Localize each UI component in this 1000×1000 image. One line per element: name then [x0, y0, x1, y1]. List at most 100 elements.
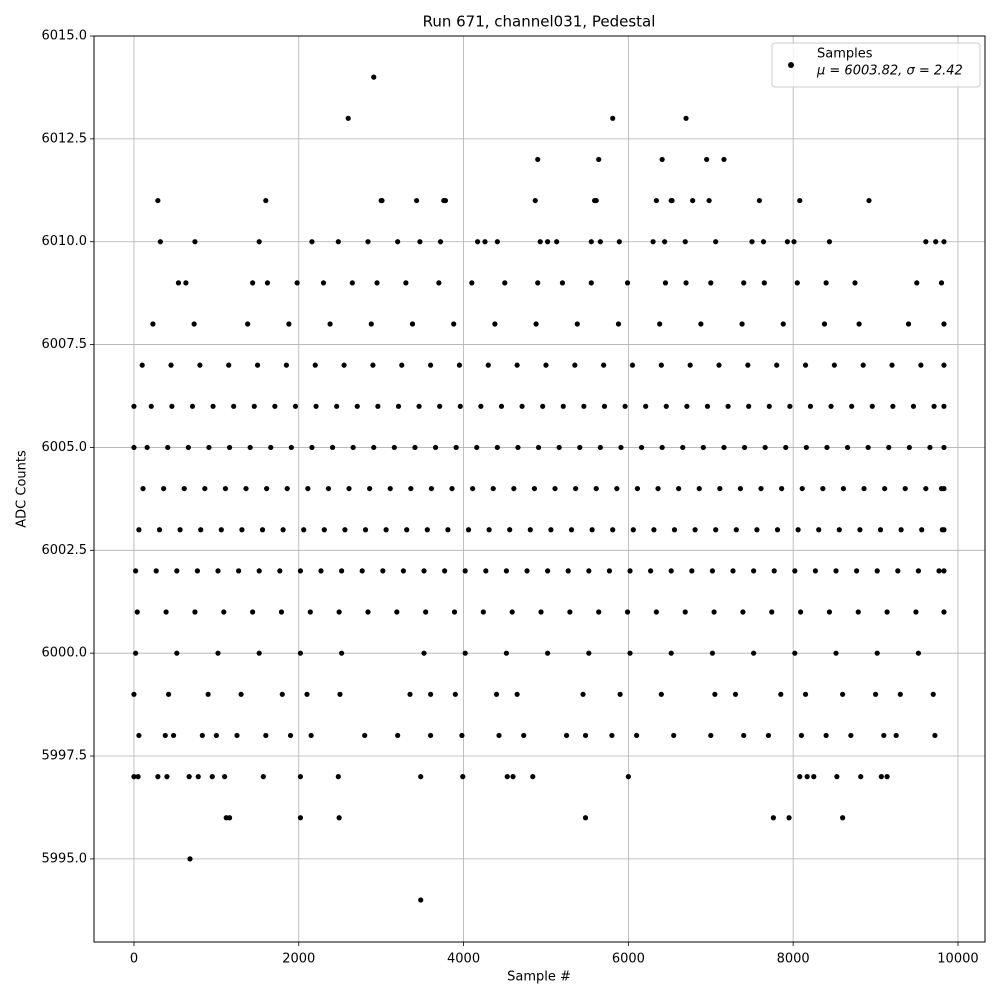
point — [238, 691, 244, 697]
point — [684, 403, 690, 409]
point — [153, 568, 159, 574]
point — [910, 403, 917, 409]
point — [493, 691, 500, 697]
point — [437, 403, 443, 409]
point — [428, 362, 434, 368]
point — [530, 773, 536, 780]
point — [136, 732, 142, 739]
point — [627, 650, 633, 656]
point — [403, 280, 409, 286]
point — [802, 362, 809, 368]
point — [893, 732, 899, 739]
point — [797, 609, 804, 615]
point — [659, 156, 665, 163]
point — [387, 485, 393, 492]
point — [657, 321, 663, 327]
point — [459, 732, 465, 739]
point — [629, 362, 636, 368]
y-tick-label: 6015.0 — [42, 29, 88, 44]
point — [288, 444, 294, 451]
point — [453, 444, 459, 451]
point — [634, 732, 640, 739]
point — [256, 568, 262, 574]
point — [256, 239, 262, 245]
point — [239, 527, 245, 533]
point — [133, 650, 139, 656]
point — [844, 444, 851, 451]
point — [485, 362, 491, 368]
point — [610, 527, 616, 533]
point — [696, 485, 702, 492]
point — [318, 568, 324, 574]
point — [941, 403, 947, 409]
point — [732, 691, 739, 697]
point — [155, 197, 161, 204]
point — [399, 362, 405, 368]
point — [580, 691, 586, 697]
point — [362, 527, 369, 533]
point — [861, 485, 867, 492]
point — [658, 362, 664, 368]
point — [478, 403, 484, 409]
point — [504, 773, 510, 780]
point — [192, 239, 198, 245]
point — [902, 485, 908, 492]
point — [552, 485, 558, 492]
point — [622, 403, 628, 409]
point — [834, 773, 840, 780]
point — [803, 444, 809, 451]
point — [795, 527, 801, 533]
point — [535, 444, 542, 451]
point — [918, 362, 924, 368]
point — [327, 321, 333, 327]
point — [272, 403, 278, 409]
point — [745, 362, 751, 368]
point — [336, 815, 342, 821]
y-tick-label: 6000.0 — [42, 646, 88, 661]
point — [653, 609, 659, 615]
point — [739, 321, 745, 327]
point — [400, 568, 407, 574]
point — [250, 609, 256, 615]
point — [941, 321, 947, 327]
point — [165, 691, 172, 697]
point — [524, 568, 530, 574]
point — [872, 691, 879, 697]
point — [650, 239, 656, 245]
point — [395, 732, 401, 739]
point — [156, 527, 163, 533]
point — [359, 568, 365, 574]
point — [313, 403, 319, 409]
point — [418, 897, 424, 903]
point — [350, 444, 356, 451]
point — [391, 444, 397, 451]
point — [197, 362, 203, 368]
point — [923, 239, 929, 245]
point — [531, 485, 538, 492]
point — [915, 650, 922, 656]
point — [881, 732, 887, 739]
point — [915, 568, 922, 574]
point — [771, 568, 777, 574]
point — [451, 609, 458, 615]
point — [175, 280, 182, 286]
point — [375, 403, 381, 409]
point — [617, 691, 623, 697]
legend-note: μ = 6003.82, σ = 2.42 — [816, 64, 963, 79]
point — [784, 239, 791, 245]
point — [737, 485, 744, 492]
point — [882, 485, 888, 492]
point — [751, 568, 757, 574]
point — [690, 197, 696, 204]
point — [503, 650, 510, 656]
x-tick-label: 4000 — [447, 952, 480, 967]
point — [456, 362, 463, 368]
point — [799, 485, 805, 492]
point — [770, 815, 776, 821]
point — [662, 280, 669, 286]
point — [831, 362, 837, 368]
point — [797, 197, 803, 204]
point — [409, 321, 416, 327]
point — [741, 444, 748, 451]
point — [509, 609, 515, 615]
